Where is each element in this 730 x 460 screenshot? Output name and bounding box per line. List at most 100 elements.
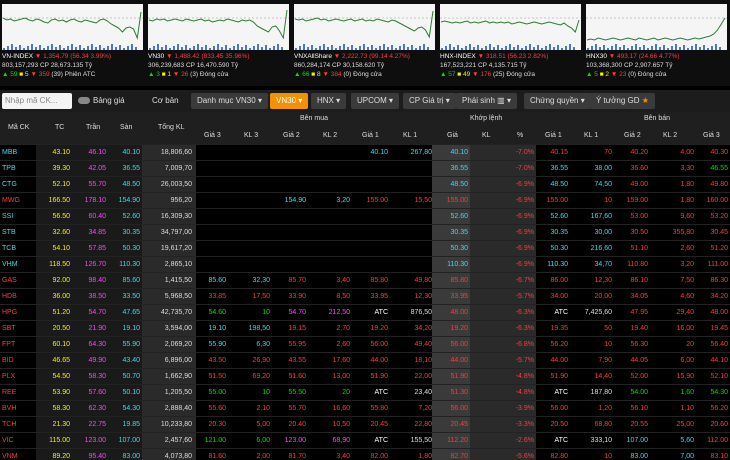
volume-bar — [595, 44, 597, 50]
basic-link[interactable]: Cơ bản — [152, 96, 179, 105]
volume-bar — [485, 46, 487, 50]
cell-symbol[interactable]: TCH — [2, 421, 17, 428]
table-row[interactable]: TCB 54.10 57.85 50.30 19,617,20 50.30 -6.9% 50.… — [0, 240, 730, 257]
cell-ceil: 55.70 — [88, 181, 106, 188]
volume-bar — [225, 45, 227, 50]
table-row[interactable]: MBB 43.10 46.10 40.10 18,806,60 40.10 267,80 40… — [0, 144, 730, 161]
cell-ask-price2: 19.40 — [630, 325, 648, 332]
cell-ask-price3: 30.45 — [710, 229, 728, 236]
cell-symbol[interactable]: CTG — [2, 181, 17, 188]
volume-bar — [327, 47, 329, 50]
table-row[interactable]: TCH 21.30 22.75 19.85 10,233,80 20.30 5,00 20.4… — [0, 416, 730, 433]
cell-symbol[interactable]: MBB — [2, 149, 18, 156]
chevron-down-icon: ▾ — [445, 96, 450, 105]
table-row[interactable]: PLX 54.50 58.30 50.70 1,662,90 51.50 69,20 51.6… — [0, 368, 730, 385]
dropdown-label: Chứng quyền — [530, 96, 579, 105]
column-shade — [432, 273, 470, 289]
table-row[interactable]: MWG 166.50 178.10 154.90 956,20 154.90 3,20 155… — [0, 192, 730, 209]
cell-symbol[interactable]: GAS — [2, 277, 17, 284]
header-bid: Bên mua — [300, 115, 329, 122]
index-panel-1[interactable]: VN30 ▼ 1,488.42 (833.45 35.96%) 306,239,6… — [146, 0, 291, 86]
table-row[interactable]: GAS 92.00 98.40 85.60 1,415,50 85.60 32,30 85.7… — [0, 272, 730, 289]
cell-symbol[interactable]: VHM — [2, 261, 18, 268]
cell-match-vol — [470, 385, 500, 401]
volume-bar — [545, 46, 547, 50]
cell-symbol[interactable]: PLX — [2, 373, 16, 380]
cell-bid-price2: 33.90 — [288, 293, 306, 300]
cell-symbol[interactable]: FPT — [2, 341, 16, 348]
cell-symbol[interactable]: SBT — [2, 325, 16, 332]
cell-bid-vol3 — [228, 225, 270, 241]
cell-bid-price3: 55.90 — [208, 341, 226, 348]
cell-symbol[interactable]: BVH — [2, 405, 17, 412]
index-panel-0[interactable]: VN-INDEX ▼ 1,354.79 (56.34 3.99%) 803,157… — [0, 0, 145, 86]
table-row[interactable]: TPB 39.30 42.05 36.55 7,009,70 36.55 -7.0% 36.5… — [0, 160, 730, 177]
dropdown-warrants[interactable]: Chứng quyền ▾ — [524, 93, 591, 109]
dropdown-value-stocks[interactable]: CP Giá trị ▾ — [403, 93, 456, 109]
cell-symbol[interactable]: HPG — [2, 309, 18, 316]
cell-bid-vol2 — [308, 241, 350, 257]
volume-bar — [115, 47, 117, 50]
cell-ask-price1: 20.50 — [550, 421, 568, 428]
cell-match-price: 30.35 — [450, 229, 468, 236]
table-row[interactable]: CTG 52.10 55.70 48.50 26,003,50 48.50 -6.9% 48.… — [0, 176, 730, 193]
index-panel-3[interactable]: HNX-INDEX ▼ 318.51 (56.23 2.82%) 167,523,… — [438, 0, 583, 86]
dropdown-derivatives[interactable]: Phái sinh ▥ ▾ — [456, 93, 517, 109]
volume-bar — [395, 48, 397, 50]
cell-bid-vol1: 15,50 — [414, 197, 432, 204]
cell-bid-price1 — [352, 209, 388, 225]
board-toggle[interactable]: Bảng giá — [78, 93, 132, 109]
chevron-down-icon: ▾ — [298, 96, 303, 105]
cell-symbol[interactable]: HDB — [2, 293, 17, 300]
header-match-price: Giá — [447, 132, 458, 139]
table-row[interactable]: SSI 56.50 60.40 52.60 16,309,30 52.60 -6.9% 52.… — [0, 208, 730, 225]
cell-bid-price1 — [352, 161, 388, 177]
index-volume: 860,284,174 CP 30,158.620 Tỷ — [294, 62, 385, 69]
cell-symbol[interactable]: VIC — [2, 437, 14, 444]
column-shade — [432, 369, 470, 385]
cell-symbol[interactable]: STB — [2, 229, 16, 236]
table-row[interactable]: HPG 51.20 54.70 47.65 42,735,70 54.60 10 54.70 2… — [0, 304, 730, 321]
header-bid-price1: Giá 1 — [362, 132, 379, 139]
table-row[interactable]: BVH 58.30 62.30 54.30 2,888,40 55.60 2,10 55.70… — [0, 400, 730, 417]
cell-match-pct: -3.3% — [515, 421, 534, 428]
index-panel-4[interactable]: HNX30 ▼ 493.17 (24.66 4.77%) 103,368,300 … — [584, 0, 729, 86]
cell-symbol[interactable]: MWG — [2, 197, 20, 204]
column-shade — [432, 417, 470, 433]
table-row[interactable]: VIC 115.00 123.00 107.00 2,457,60 121.00 6,00 1… — [0, 432, 730, 449]
table-row[interactable]: FPT 60.10 64.30 55.90 2,069,20 55.90 6,30 55.95… — [0, 336, 730, 353]
cell-ceil: 54.70 — [88, 309, 106, 316]
volume-bar — [249, 48, 251, 50]
index-panel-2[interactable]: VNXAllShare ▼ 2,222.73 (99.14 4.27%) 860,… — [292, 0, 437, 86]
dropdown-vn30[interactable]: VN30 ▾ — [270, 93, 309, 109]
table-row[interactable]: HDB 36.00 38.50 33.50 5,968,50 33.85 17,50 33.9… — [0, 288, 730, 305]
cell-ref: 52.10 — [52, 181, 70, 188]
dropdown-trade-ideas[interactable]: Ý tưởng GD ★ — [590, 93, 655, 109]
cell-symbol[interactable]: TCB — [2, 245, 16, 252]
dropdown-hnx[interactable]: HNX ▾ — [311, 93, 347, 109]
table-row[interactable]: BID 46.65 49.90 43.40 6,896,00 43.50 26,90 43.5… — [0, 352, 730, 369]
volume-bar — [607, 48, 609, 50]
cell-symbol[interactable]: REE — [2, 389, 17, 396]
dropdown-upcom[interactable]: UPCOM ▾ — [351, 93, 400, 109]
cell-symbol[interactable]: TPB — [2, 165, 16, 172]
volume-bar — [303, 44, 305, 50]
cell-bid-price3 — [196, 241, 226, 257]
cell-symbol[interactable]: SSI — [2, 213, 14, 220]
cell-total-vol: 5,968,50 — [164, 293, 192, 300]
cell-symbol[interactable]: VNM — [2, 453, 18, 460]
column-shade — [36, 385, 142, 401]
table-row[interactable]: REE 53.90 57.60 50.10 1,205,50 55.00 10 55.50 20… — [0, 384, 730, 401]
index-line — [2, 11, 142, 40]
volume-bar — [505, 46, 507, 50]
volume-bar — [427, 47, 429, 50]
table-row[interactable]: VNM 89.20 95.40 83.00 4,073,80 81.60 2,00 81.70… — [0, 448, 730, 460]
volume-bar — [473, 47, 475, 50]
column-shade — [470, 401, 536, 417]
cell-symbol[interactable]: BID — [2, 357, 14, 364]
dropdown-watchlist[interactable]: Danh mục VN30 ▾ — [191, 93, 268, 109]
table-row[interactable]: VHM 118.50 126.70 110.30 2,865,10 110.30 -6.9%… — [0, 256, 730, 273]
table-row[interactable]: STB 32.60 34.85 30.35 34,797,00 30.35 -6.9% 30.… — [0, 224, 730, 241]
table-row[interactable]: SBT 20.50 21.90 19.10 3,594,00 19.10 198,50 19.… — [0, 320, 730, 337]
search-input[interactable]: Nhập mã CK... — [2, 93, 72, 109]
